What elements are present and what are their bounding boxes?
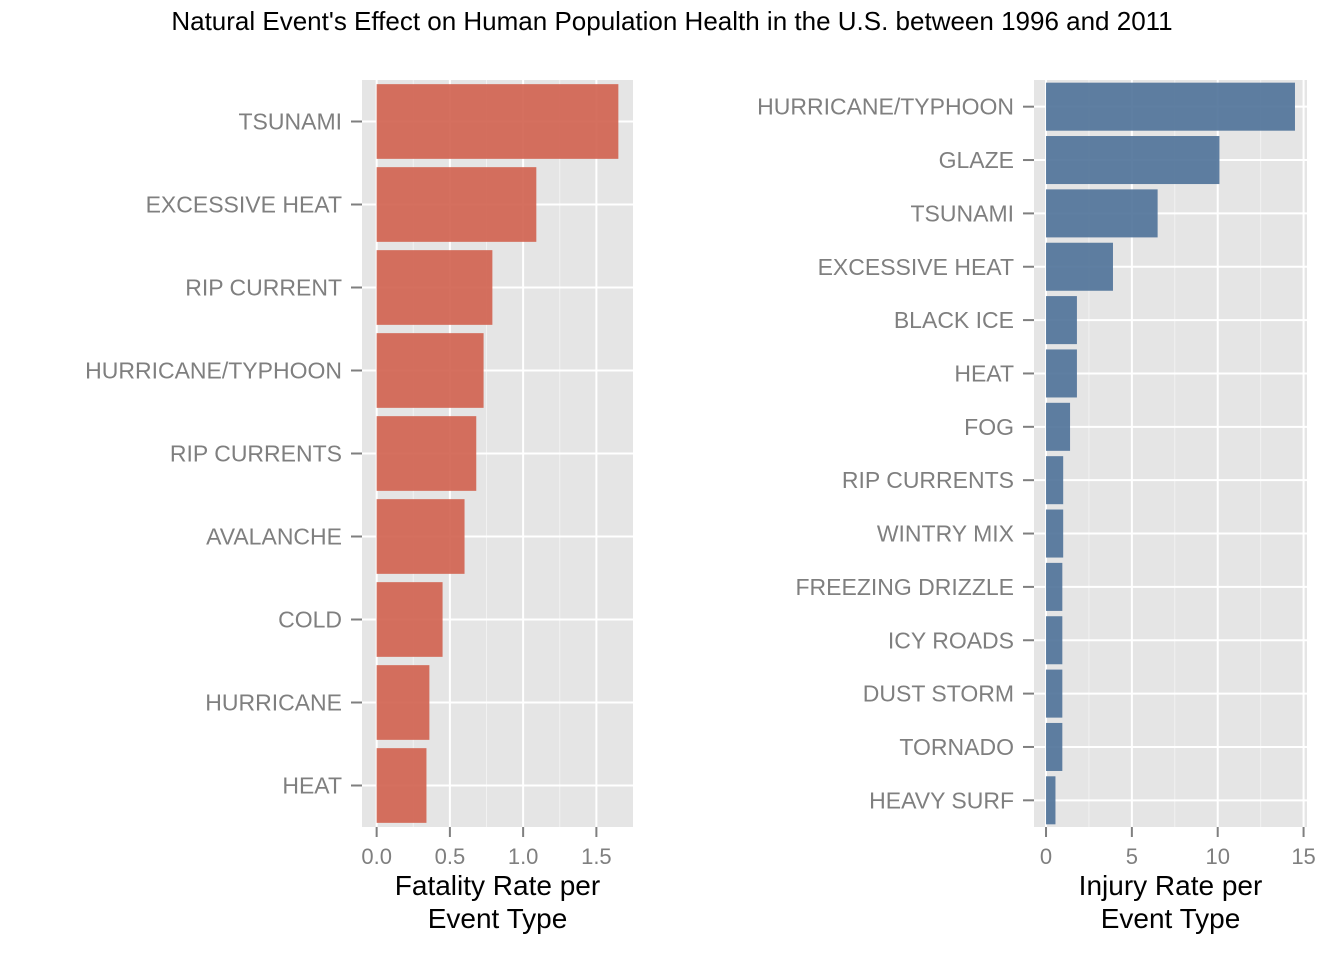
injury-category-label: FOG (964, 414, 1014, 440)
injury-category-label: HURRICANE/TYPHOON (757, 94, 1014, 120)
injury-category-label: DUST STORM (863, 681, 1014, 707)
injury-rate-panel: HURRICANE/TYPHOON GLAZE TSUNAMI EXCESSIVE H… (757, 80, 1316, 934)
injury-bar (1046, 776, 1056, 825)
injury-bar (1046, 722, 1063, 771)
injury-bar (1046, 562, 1063, 611)
fatality-bar (376, 499, 465, 574)
injury-bar (1046, 136, 1220, 185)
injury-category-label: WINTRY MIX (877, 521, 1014, 547)
fatality-bar (376, 167, 537, 242)
fatality-category-label: COLD (278, 607, 342, 633)
injury-category-label: BLACK ICE (894, 307, 1014, 333)
injury-x-axis-title: Event Type (1101, 903, 1241, 934)
injury-x-tick-label: 5 (1126, 844, 1138, 869)
injury-category-label: HEAVY SURF (869, 787, 1014, 813)
fatality-x-tick-label: 0.5 (435, 844, 466, 869)
fatality-category-label: HURRICANE/TYPHOON (85, 358, 342, 384)
injury-bar (1046, 456, 1064, 505)
fatality-x-tick-label: 0.0 (361, 844, 392, 869)
fatality-bar (376, 333, 484, 408)
fatality-x-tick-label: 1.0 (508, 844, 539, 869)
fatality-bar (376, 250, 493, 325)
injury-bar (1046, 82, 1295, 131)
fatality-x-axis-title: Fatality Rate per (395, 870, 600, 901)
injury-bar (1046, 189, 1158, 238)
fatality-category-label: HURRICANE (205, 690, 342, 716)
fatality-bar (376, 748, 427, 823)
injury-bar (1046, 669, 1063, 718)
injury-category-label: FREEZING DRIZZLE (795, 574, 1014, 600)
fatality-category-label: TSUNAMI (239, 109, 343, 135)
injury-bar (1046, 242, 1113, 291)
fatality-category-label: EXCESSIVE HEAT (146, 192, 342, 218)
injury-x-tick-label: 0 (1040, 844, 1052, 869)
injury-category-label: RIP CURRENTS (842, 467, 1014, 493)
injury-category-label: GLAZE (939, 147, 1014, 173)
injury-category-label: EXCESSIVE HEAT (818, 254, 1014, 280)
injury-x-axis-title: Injury Rate per (1079, 870, 1263, 901)
injury-category-label: TORNADO (899, 734, 1014, 760)
chart-title: Natural Event's Effect on Human Populati… (171, 6, 1173, 36)
fatality-x-axis-title: Event Type (428, 903, 568, 934)
injury-bar (1046, 402, 1071, 451)
fatality-x-tick-label: 1.5 (581, 844, 612, 869)
fatality-bar (376, 416, 477, 491)
fatality-bar (376, 665, 430, 740)
injury-category-label: TSUNAMI (911, 200, 1015, 226)
injury-category-label: ICY ROADS (888, 627, 1014, 653)
injury-x-tick-label: 15 (1291, 844, 1315, 869)
fatality-category-label: RIP CURRENT (185, 275, 342, 301)
fatality-category-label: RIP CURRENTS (170, 441, 342, 467)
fatality-rate-panel: TSUNAMI EXCESSIVE HEAT RIP CURRENT HURRICAN… (85, 80, 633, 934)
injury-bar (1046, 349, 1077, 398)
injury-bar (1046, 616, 1063, 665)
injury-category-label: HEAT (954, 360, 1014, 386)
injury-bar (1046, 296, 1077, 345)
fatality-bar (376, 582, 443, 657)
injury-bar (1046, 509, 1064, 558)
fatality-bar (376, 84, 619, 159)
injury-x-tick-label: 10 (1205, 844, 1229, 869)
fatality-category-label: AVALANCHE (206, 524, 342, 550)
fatality-category-label: HEAT (282, 773, 342, 799)
